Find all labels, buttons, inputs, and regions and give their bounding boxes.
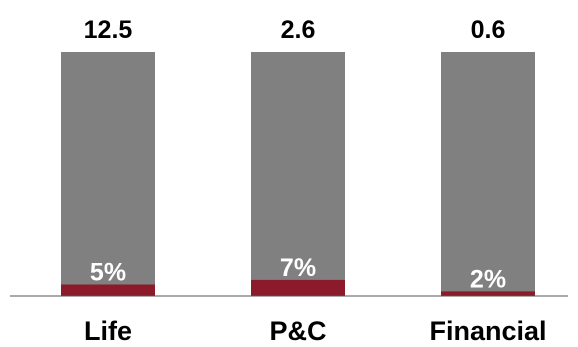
category-label-life: Life	[84, 316, 132, 346]
category-label-p-c: P&C	[269, 316, 326, 346]
total-bar-life	[61, 52, 155, 296]
total-bar-p-c	[251, 52, 345, 296]
share-bar-p-c	[251, 279, 345, 296]
category-label-financial: Financial	[429, 316, 546, 346]
share-value-label-p-c: 7%	[280, 254, 316, 282]
share-bar-life	[61, 284, 155, 296]
total-bar-financial	[441, 52, 535, 296]
share-value-label-life: 5%	[90, 259, 126, 287]
bars-layer	[61, 52, 535, 296]
total-value-label-p-c: 2.6	[281, 16, 316, 44]
labels-layer: 12.5 5% Life 2.6 7% P&C 0.6 2% Financial	[84, 16, 547, 346]
total-value-label-financial: 0.6	[471, 16, 506, 44]
total-value-label-life: 12.5	[84, 16, 133, 44]
share-value-label-financial: 2%	[470, 265, 506, 293]
share-bar-financial	[441, 291, 535, 296]
